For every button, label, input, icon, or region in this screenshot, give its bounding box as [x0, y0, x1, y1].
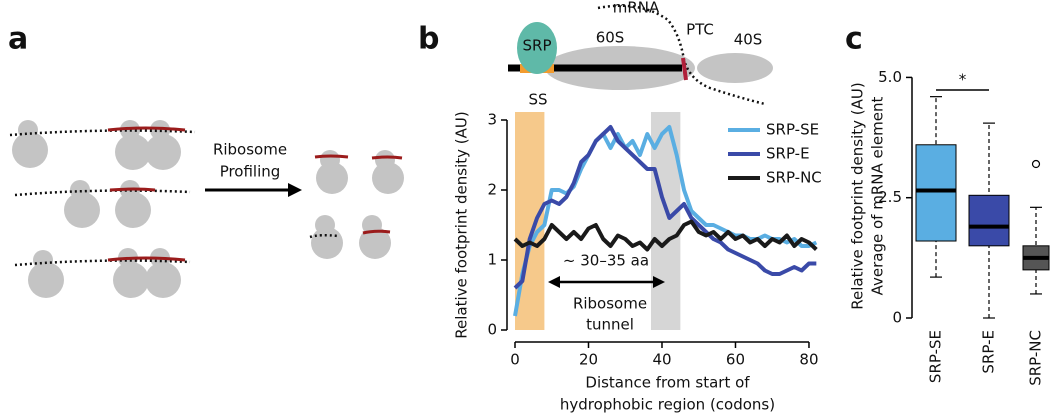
- x-axis-label: hydrophobic region (codons): [560, 396, 775, 414]
- ribosome-40s: [697, 53, 773, 83]
- y-tick-label: 0: [892, 309, 902, 327]
- box: [915, 144, 957, 242]
- panel-label: b: [418, 22, 439, 57]
- footprints: [107, 126, 403, 262]
- ptc: [681, 57, 688, 81]
- x-tick-label: 20: [579, 351, 598, 369]
- annotation: Ribosome: [573, 295, 647, 313]
- category-label: SRP-NC: [1027, 330, 1045, 386]
- legend-label: SRP-NC: [766, 169, 822, 187]
- y-tick-label: 0: [487, 321, 497, 339]
- schematic-label: PTC: [686, 21, 714, 39]
- x-tick-label: 40: [652, 351, 671, 369]
- y-tick-label: 3: [487, 111, 497, 129]
- annotation: ~ 30–35 aa: [563, 252, 649, 270]
- x-axis-label: Distance from start of: [585, 374, 750, 392]
- data-line: [513, 125, 817, 290]
- annotation-arrow-head: [548, 276, 560, 288]
- schematic-label: mRNA: [613, 0, 660, 17]
- y-axis-label: Average of mRNA element: [869, 97, 887, 296]
- annotation-arrow-head: [653, 276, 665, 288]
- significance-label: *: [959, 71, 967, 89]
- schematic-label: SRP: [523, 37, 552, 55]
- legend-label: SRP-SE: [766, 121, 819, 139]
- data-line: [513, 125, 818, 317]
- schematic-label: 60S: [596, 29, 625, 47]
- category-label: SRP-SE: [927, 330, 945, 383]
- y-axis-label: Relative footprint density (AU): [849, 82, 867, 310]
- category-label: SRP-E: [980, 330, 998, 374]
- y-tick-label: 2.5: [878, 188, 902, 206]
- srp: [517, 22, 557, 74]
- box: [968, 194, 1010, 247]
- annotation: tunnel: [586, 316, 634, 334]
- outlier: [1031, 159, 1041, 169]
- mrna-lines: [9, 129, 339, 267]
- arrow-head: [288, 183, 302, 197]
- y-tick-label: 5.0: [878, 68, 902, 86]
- schematic-label: SS: [528, 91, 547, 109]
- x-tick-label: 0: [510, 351, 520, 369]
- y-tick-label: 2: [487, 181, 497, 199]
- legend-label: SRP-E: [766, 145, 810, 163]
- x-tick-label: 60: [726, 351, 745, 369]
- y-axis-label: Relative footprint density (AU): [453, 111, 471, 339]
- ribosome-diagram: [12, 120, 404, 298]
- data-line: [513, 219, 818, 252]
- y-tick-label: 1: [487, 251, 497, 269]
- schematic-label: 40S: [734, 31, 763, 49]
- panel-label: c: [845, 22, 863, 57]
- x-tick-label: 80: [799, 351, 818, 369]
- arrow-label: Profiling: [220, 163, 281, 181]
- arrow-label: Ribosome: [213, 141, 287, 159]
- panel-label: a: [8, 22, 28, 57]
